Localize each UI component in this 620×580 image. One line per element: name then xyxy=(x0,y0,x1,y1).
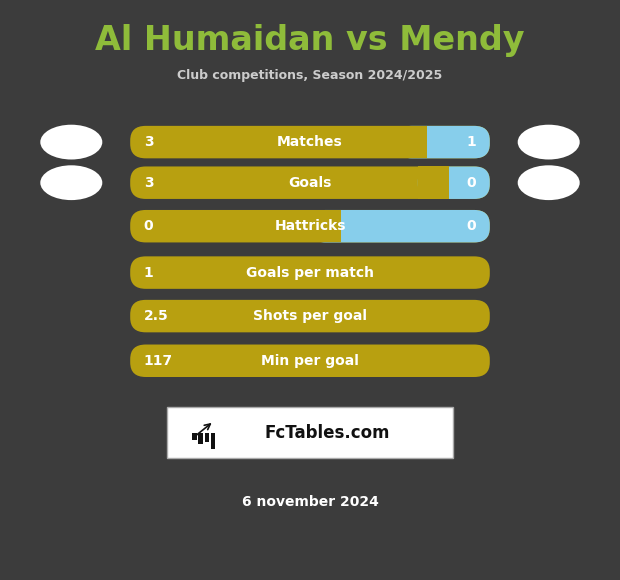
Text: 0: 0 xyxy=(466,176,476,190)
Bar xyxy=(192,433,197,440)
FancyBboxPatch shape xyxy=(130,210,490,242)
Text: 117: 117 xyxy=(144,354,173,368)
FancyBboxPatch shape xyxy=(130,166,490,199)
Text: 0: 0 xyxy=(144,219,154,233)
Bar xyxy=(418,166,449,199)
Text: FcTables.com: FcTables.com xyxy=(264,423,390,442)
Text: Matches: Matches xyxy=(277,135,343,149)
Text: Hattricks: Hattricks xyxy=(274,219,346,233)
Text: 2.5: 2.5 xyxy=(144,309,169,323)
FancyBboxPatch shape xyxy=(167,407,453,458)
Text: 3: 3 xyxy=(144,176,154,190)
FancyBboxPatch shape xyxy=(130,256,490,289)
FancyBboxPatch shape xyxy=(130,126,490,158)
Ellipse shape xyxy=(40,165,102,200)
FancyBboxPatch shape xyxy=(130,300,490,332)
Text: Goals: Goals xyxy=(288,176,332,190)
Text: Shots per goal: Shots per goal xyxy=(253,309,367,323)
Bar xyxy=(211,433,215,449)
Text: 1: 1 xyxy=(144,266,154,280)
FancyBboxPatch shape xyxy=(396,126,490,158)
Text: Club competitions, Season 2024/2025: Club competitions, Season 2024/2025 xyxy=(177,69,443,82)
Bar xyxy=(205,433,209,442)
Text: Min per goal: Min per goal xyxy=(261,354,359,368)
Ellipse shape xyxy=(40,125,102,160)
Text: Al Humaidan vs Mendy: Al Humaidan vs Mendy xyxy=(95,24,525,57)
Ellipse shape xyxy=(518,125,580,160)
FancyBboxPatch shape xyxy=(418,166,490,199)
Text: Goals per match: Goals per match xyxy=(246,266,374,280)
Text: 1: 1 xyxy=(466,135,476,149)
Bar xyxy=(310,210,341,242)
Text: 6 november 2024: 6 november 2024 xyxy=(242,495,378,509)
Ellipse shape xyxy=(518,165,580,200)
Text: 0: 0 xyxy=(466,219,476,233)
Bar xyxy=(198,433,203,444)
Text: 3: 3 xyxy=(144,135,154,149)
FancyBboxPatch shape xyxy=(310,210,490,242)
Bar xyxy=(396,126,427,158)
FancyBboxPatch shape xyxy=(130,345,490,377)
